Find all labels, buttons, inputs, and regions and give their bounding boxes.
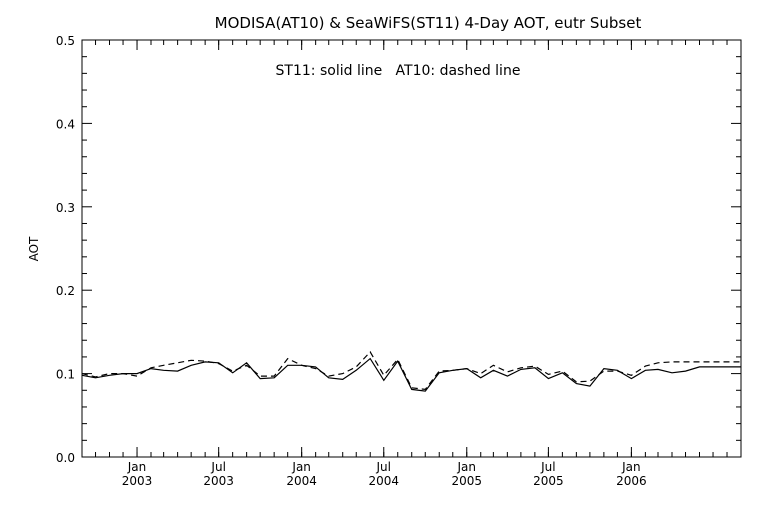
x-tick-year: 2003 bbox=[122, 474, 153, 488]
y-tick-label: 0.2 bbox=[56, 284, 75, 298]
y-tick-label: 0.5 bbox=[56, 34, 75, 48]
x-tick-year: 2006 bbox=[616, 474, 647, 488]
y-tick-label: 0.3 bbox=[56, 201, 75, 215]
x-tick-month: Jan bbox=[457, 460, 477, 474]
x-tick-month: Jan bbox=[291, 460, 311, 474]
line-style-legend: ST11: solid line AT10: dashed line bbox=[276, 63, 521, 79]
y-axis: 0.0 0.1 0.2 0.3 0.4 0.5 bbox=[56, 34, 741, 465]
x-tick-month: Jan bbox=[127, 460, 147, 474]
x-tick-month: Jul bbox=[540, 460, 555, 474]
y-tick-label: 0.4 bbox=[56, 117, 75, 131]
x-tick-year: 2004 bbox=[286, 474, 317, 488]
plot-frame bbox=[81, 39, 742, 458]
x-axis: Jan2003Jul2003Jan2004Jul2004Jan2005Jul20… bbox=[81, 40, 742, 488]
x-tick-year: 2005 bbox=[533, 474, 564, 488]
series-line-st11 bbox=[81, 357, 741, 392]
x-tick-year: 2005 bbox=[451, 474, 482, 488]
y-axis-label: AOT bbox=[27, 236, 41, 261]
y-tick-label: 0.1 bbox=[56, 368, 75, 382]
x-tick-month: Jul bbox=[210, 460, 225, 474]
y-tick-label: 0.0 bbox=[56, 451, 75, 465]
chart-title: MODISA(AT10) & SeaWiFS(ST11) 4-Day AOT, … bbox=[215, 14, 642, 32]
data-series bbox=[81, 350, 741, 392]
x-tick-year: 2004 bbox=[368, 474, 399, 488]
series-line-at10 bbox=[81, 350, 741, 391]
x-tick-month: Jul bbox=[376, 460, 391, 474]
x-tick-year: 2003 bbox=[203, 474, 234, 488]
x-tick-month: Jan bbox=[621, 460, 641, 474]
